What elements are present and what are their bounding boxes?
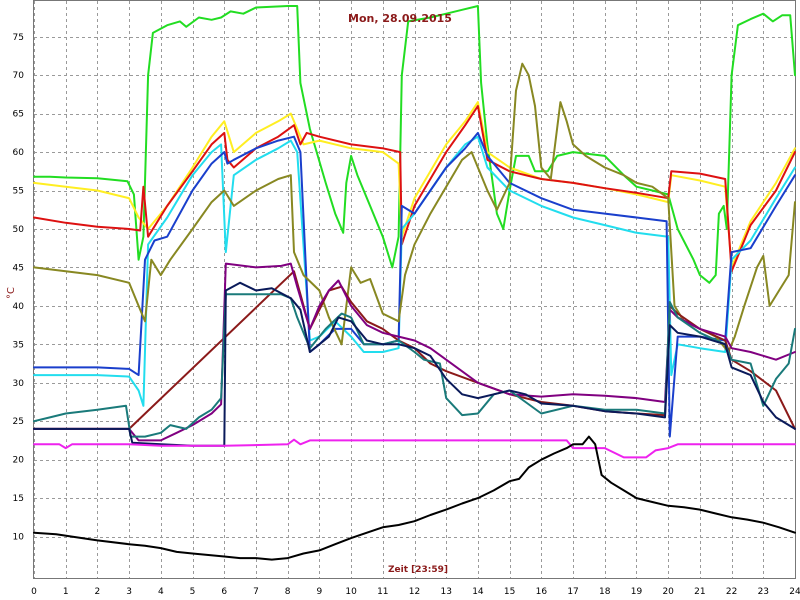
x-tick-label: 22: [726, 587, 737, 597]
x-tick-label: 8: [285, 587, 291, 597]
series-line-9: [33, 293, 796, 438]
y-tick-label: 65: [13, 110, 24, 120]
series-line-1: [33, 5, 796, 284]
x-tick-label: 9: [317, 587, 323, 597]
series-group: [33, 5, 796, 561]
y-tick-label: 75: [13, 33, 24, 43]
x-tick-label: 13: [440, 587, 451, 597]
x-tick-label: 4: [158, 587, 164, 597]
x-tick-label: 7: [253, 587, 259, 597]
chart-title: Mon, 28.09.2015: [348, 12, 452, 25]
series-line-4: [33, 135, 796, 407]
tick-labels: 0 1 2 3 4 5 6 7 8 9 10 11 12 13 14 15 16 17 18 19 20 21 22 23 24…: [13, 33, 800, 597]
x-tick-label: 1: [63, 587, 69, 597]
y-tick-label: 30: [13, 379, 25, 389]
x-tick-label: 23: [758, 587, 769, 597]
x-tick-label: 15: [504, 587, 515, 597]
x-tick-label: 0: [31, 587, 37, 597]
x-tick-label: 18: [599, 587, 611, 597]
x-tick-label: 16: [536, 587, 548, 597]
x-tick-label: 20: [662, 587, 674, 597]
x-tick-label: 5: [190, 587, 196, 597]
x-tick-label: 3: [126, 587, 132, 597]
y-tick-label: 45: [13, 263, 24, 273]
x-tick-label: 6: [221, 587, 227, 597]
x-tick-label: 19: [631, 587, 643, 597]
y-tick-label: 10: [13, 533, 25, 543]
x-tick-label: 10: [345, 587, 357, 597]
y-tick-label: 40: [13, 302, 25, 312]
plot-frame: [33, 0, 796, 579]
x-tick-label: 12: [409, 587, 420, 597]
y-axis-label: °C: [6, 287, 17, 299]
series-line-11: [33, 438, 796, 459]
y-tick-label: 50: [13, 225, 25, 235]
x-axis-label: Zeit [23:59]: [388, 565, 448, 575]
y-tick-label: 25: [13, 417, 24, 427]
x-tick-label: 11: [377, 587, 388, 597]
x-tick-label: 2: [95, 587, 101, 597]
x-tick-label: 24: [789, 587, 800, 597]
y-tick-label: 20: [13, 456, 25, 466]
x-tick-label: 14: [472, 587, 484, 597]
series-line-3: [33, 105, 796, 273]
y-tick-label: 35: [13, 340, 24, 350]
series-line-12: [33, 435, 796, 561]
x-tick-label: 21: [694, 587, 705, 597]
y-tick-label: 60: [13, 148, 25, 158]
x-tick-label: 17: [567, 587, 578, 597]
y-tick-label: 55: [13, 187, 24, 197]
y-tick-label: 70: [13, 71, 25, 81]
y-tick-label: 15: [13, 494, 24, 504]
